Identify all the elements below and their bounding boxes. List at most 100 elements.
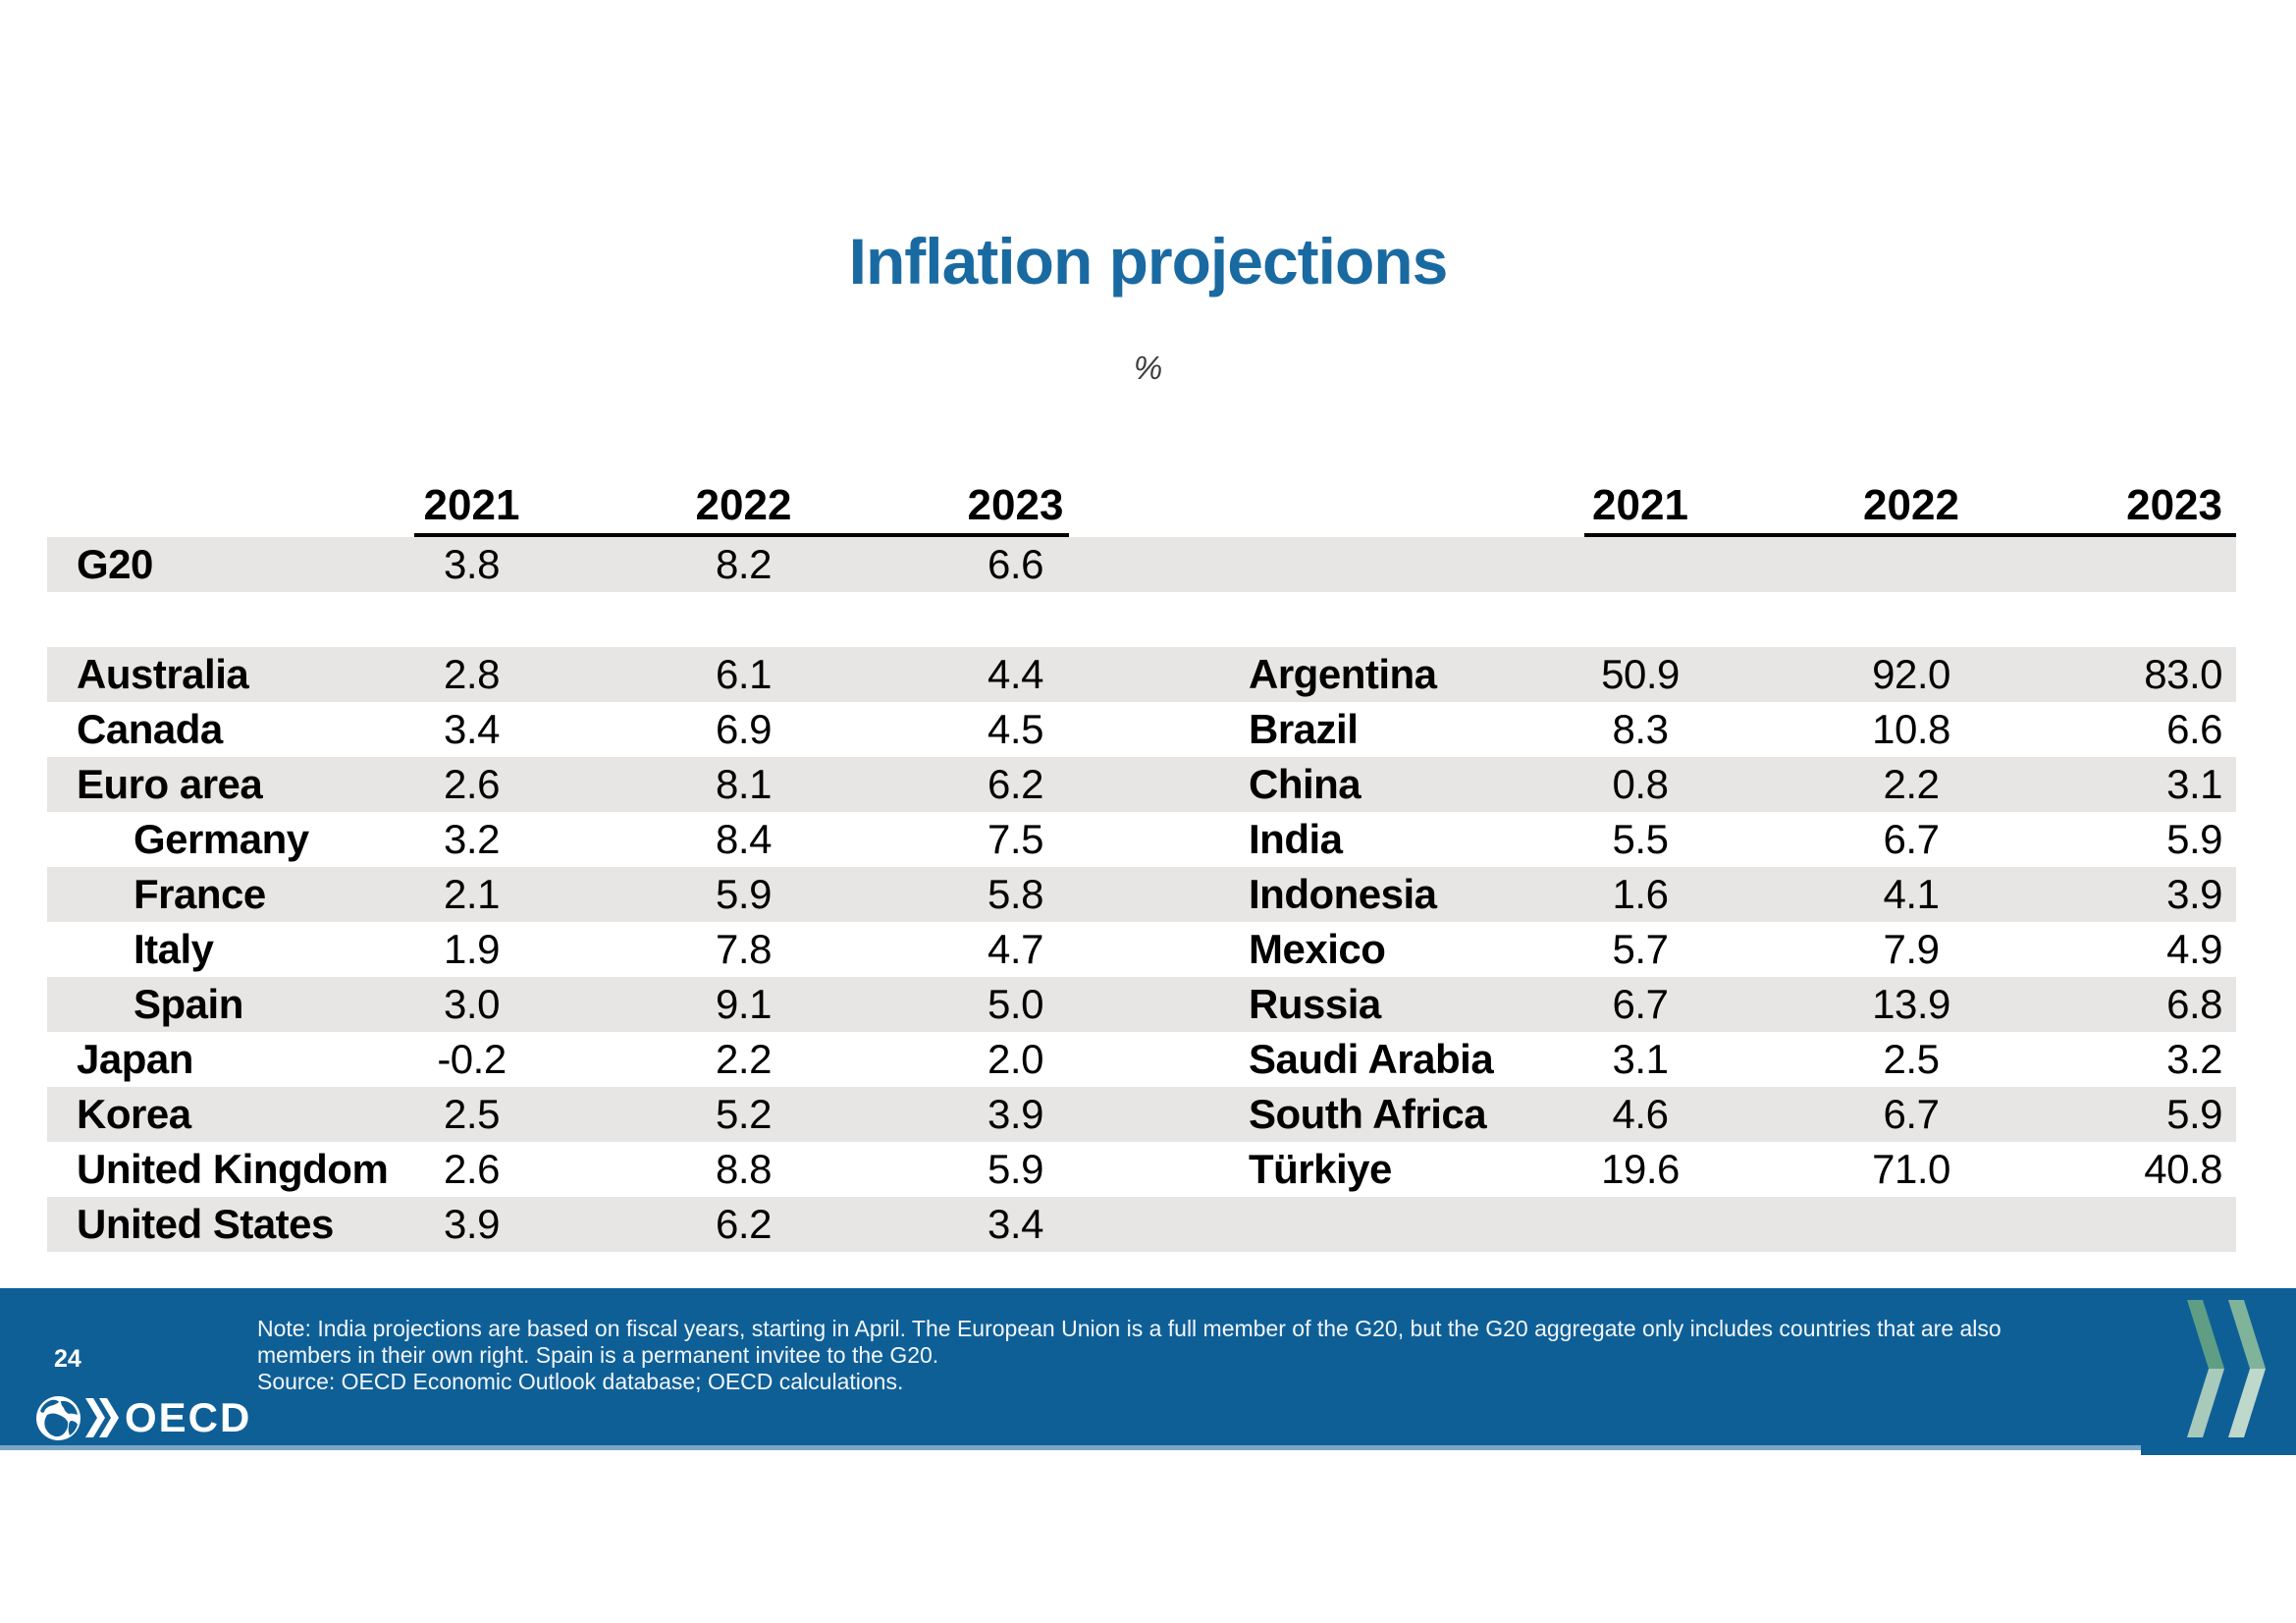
country-label-right: Argentina: [1249, 651, 1437, 697]
country-label-left: Australia: [77, 651, 249, 697]
globe-icon: [36, 1395, 80, 1440]
value-right-2022: 13.9: [1872, 981, 1950, 1027]
value-right-2021: 1.6: [1612, 871, 1669, 917]
country-label-left: Japan: [77, 1036, 193, 1082]
value-right-2021: 3.1: [1612, 1036, 1669, 1082]
header-underline-left: [414, 533, 1069, 537]
value-left-2023: 6.2: [988, 761, 1043, 807]
country-label-right: Türkiye: [1249, 1146, 1392, 1192]
value-right-2023: 83.0: [2144, 651, 2222, 697]
year-header-right-2022: 2022: [1863, 481, 1959, 529]
value-right-2021: 0.8: [1612, 761, 1669, 807]
value-right-2022: 92.0: [1872, 651, 1950, 697]
value-left-2021: 3.9: [444, 1201, 500, 1247]
value-left-2021: 2.5: [444, 1091, 500, 1137]
footer-notes: Note: India projections are based on fis…: [257, 1316, 2002, 1395]
note-text-line1: Note: India projections are based on fis…: [257, 1316, 2002, 1341]
value-left-2022: 5.9: [716, 871, 772, 917]
value-left-2023: 4.7: [988, 926, 1043, 972]
spacer: [47, 527, 336, 537]
country-label-right: China: [1249, 761, 1362, 807]
country-label-left: Spain: [133, 981, 243, 1027]
table-body: G20 3.8 8.2 6.6 Australia 2.8 6.1 4.4 Ar…: [47, 537, 2236, 1252]
country-label-right: India: [1249, 816, 1343, 862]
value-right-2021: 5.5: [1612, 816, 1669, 862]
inflation-table: 2021 2022 2023 2021 2022 2023 G20 3.8 8.…: [47, 481, 2236, 1252]
country-label-right: Russia: [1249, 981, 1381, 1027]
value-left-2023: 5.9: [988, 1146, 1043, 1192]
value-right-2021: 50.9: [1601, 651, 1680, 697]
year-header-right-2023: 2023: [2126, 481, 2222, 529]
footer-band-extension: [2141, 1450, 2296, 1455]
value-right-2021: 19.6: [1601, 1146, 1680, 1192]
footer-band: 24 Note: India projections are based on …: [0, 1288, 2296, 1455]
value-left-2023: 3.9: [988, 1091, 1043, 1137]
value-left-2023: 5.0: [988, 981, 1043, 1027]
value-left-2022: 6.2: [716, 1201, 772, 1247]
table-row: Spain 3.0 9.1 5.0 Russia 6.7 13.9 6.8: [47, 977, 2236, 1032]
value-right-2023: 3.9: [2166, 871, 2222, 917]
country-label-left: Korea: [77, 1091, 191, 1137]
country-label-right: South Africa: [1249, 1091, 1487, 1137]
value-left-2022: 2.2: [716, 1036, 772, 1082]
value-right-2021: 5.7: [1612, 926, 1669, 972]
value-right-2022: 7.9: [1883, 926, 1940, 972]
value-right-2023: 4.9: [2166, 926, 2222, 972]
country-label-left: France: [133, 871, 266, 917]
year-header-right-2021: 2021: [1592, 481, 1688, 529]
value-right-2021: 8.3: [1612, 706, 1669, 752]
oecd-logo-text: OECD: [125, 1394, 252, 1440]
value-right-2022: 71.0: [1872, 1146, 1950, 1192]
country-label-left: Italy: [133, 926, 214, 972]
table-row: Canada 3.4 6.9 4.5 Brazil 8.3 10.8 6.6: [47, 702, 2236, 757]
value-left-2022: 6.1: [716, 651, 772, 697]
table-row: Australia 2.8 6.1 4.4 Argentina 50.9 92.…: [47, 647, 2236, 702]
country-label-right: Saudi Arabia: [1249, 1036, 1494, 1082]
value-left-2022: 7.8: [716, 926, 772, 972]
value-left-2022: 8.2: [716, 541, 772, 587]
value-right-2022: 2.5: [1883, 1036, 1940, 1082]
oecd-logo: OECD: [35, 1394, 251, 1441]
value-right-2023: 3.2: [2166, 1036, 2222, 1082]
value-left-2021: 3.0: [444, 981, 500, 1027]
value-left-2023: 7.5: [988, 816, 1043, 862]
year-header-left-2022: 2022: [695, 481, 792, 529]
note-text-line2: members in their own right. Spain is a p…: [257, 1342, 939, 1368]
value-right-2022: 2.2: [1883, 761, 1940, 807]
value-right-2021: 6.7: [1612, 981, 1669, 1027]
page-title: Inflation projections: [848, 225, 1449, 298]
value-left-2023: 6.6: [988, 541, 1043, 587]
logo-chevrons-icon: [85, 1398, 119, 1437]
country-label-left: United States: [77, 1201, 334, 1247]
source-text: Source: OECD Economic Outlook database; …: [257, 1369, 904, 1394]
table-row: United States 3.9 6.2 3.4: [47, 1197, 2236, 1252]
value-left-2021: 3.2: [444, 816, 500, 862]
value-right-2022: 6.7: [1883, 816, 1940, 862]
value-left-2022: 6.9: [716, 706, 772, 752]
value-left-2021: 3.4: [444, 706, 500, 752]
page-number: 24: [54, 1345, 81, 1373]
table-row: United Kingdom 2.6 8.8 5.9 Türkiye 19.6 …: [47, 1142, 2236, 1197]
table-row: [47, 592, 2236, 647]
year-header-left-2023: 2023: [967, 481, 1064, 529]
value-left-2023: 4.4: [988, 651, 1043, 697]
value-right-2023: 6.6: [2166, 706, 2222, 752]
table-row: Japan -0.2 2.2 2.0 Saudi Arabia 3.1 2.5 …: [47, 1032, 2236, 1087]
country-label-left: Canada: [77, 706, 223, 752]
header-underline-right: [1584, 533, 2236, 537]
table-row: Korea 2.5 5.2 3.9 South Africa 4.6 6.7 5…: [47, 1087, 2236, 1142]
value-left-2022: 8.8: [716, 1146, 772, 1192]
value-left-2021: 1.9: [444, 926, 500, 972]
value-left-2023: 3.4: [988, 1201, 1043, 1247]
value-right-2023: 40.8: [2144, 1146, 2222, 1192]
table-row: G20 3.8 8.2 6.6: [47, 537, 2236, 592]
value-left-2022: 8.4: [716, 816, 772, 862]
value-left-2021: 2.6: [444, 761, 500, 807]
table-row: France 2.1 5.9 5.8 Indonesia 1.6 4.1 3.9: [47, 867, 2236, 922]
corner-chevrons-icon: [2187, 1300, 2266, 1437]
country-label-left: Euro area: [77, 761, 263, 807]
table-row: Euro area 2.6 8.1 6.2 China 0.8 2.2 3.1: [47, 757, 2236, 812]
country-label-right: Indonesia: [1249, 871, 1437, 917]
value-right-2022: 10.8: [1872, 706, 1950, 752]
country-label-left: G20: [77, 541, 153, 587]
